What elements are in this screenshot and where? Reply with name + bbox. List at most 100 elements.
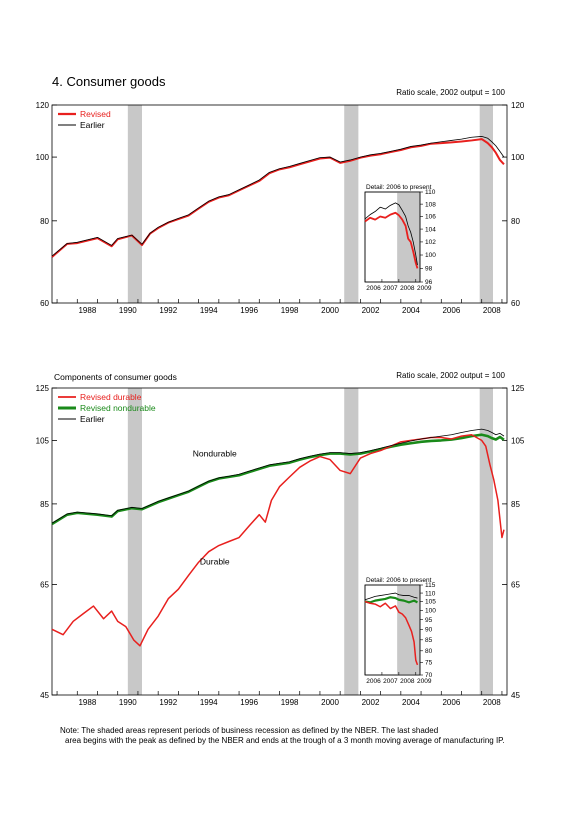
y-tick-label-right: 100	[511, 153, 525, 162]
plot-frame	[51, 387, 508, 696]
legend-label: Revised durable	[80, 392, 142, 402]
recession-band	[344, 388, 359, 695]
x-tick-label: 2006	[442, 698, 460, 707]
inset-series-line-revised-durable	[364, 600, 419, 666]
inset-y-tick-label: 85	[425, 637, 433, 644]
inset-series-line-revised	[364, 211, 419, 269]
recession-band	[344, 105, 359, 303]
inset-x-tick-label: 2006	[366, 678, 381, 685]
inset-chart: Detail: 2006 to present 70 75 80 85 90 95 100 10…	[364, 577, 436, 685]
legend-label: Revised	[80, 109, 111, 119]
x-tick-label: 1998	[281, 698, 299, 707]
inset-series-line-revised-nondurable	[364, 596, 418, 604]
y-tick-label-right: 65	[511, 581, 520, 590]
x-tick-label: 2004	[402, 698, 420, 707]
series-line-revised-durable	[51, 433, 505, 647]
y-tick-label-left: 45	[40, 691, 49, 700]
chart-subtitle: Ratio scale, 2002 output = 100	[396, 88, 505, 97]
y-tick-label-right: 85	[511, 500, 520, 509]
x-tick-label: 1988	[78, 306, 96, 315]
plot-frame	[51, 104, 508, 304]
x-tick-label: 2008	[483, 698, 501, 707]
inset-y-tick-label: 104	[425, 226, 436, 233]
inset-x-tick-label: 2008	[400, 678, 415, 685]
chart-1: 4. Consumer goods Ratio scale, 2002 outpu…	[36, 74, 525, 315]
x-tick-label: 2000	[321, 306, 339, 315]
legend-label: Earlier	[80, 414, 105, 424]
series-line-revised	[51, 138, 505, 258]
inset-y-tick-label: 108	[425, 201, 436, 208]
inset-y-tick-label: 70	[425, 672, 433, 679]
series-line-earlier	[51, 136, 505, 257]
x-tick-label: 2006	[442, 306, 460, 315]
x-tick-label: 1990	[119, 306, 137, 315]
inset-y-tick-label: 98	[425, 266, 433, 273]
inset-x-tick-label: 2007	[383, 678, 398, 685]
y-tick-label-left: 60	[40, 299, 49, 308]
y-tick-label-left: 120	[36, 101, 50, 110]
x-tick-label: 2008	[483, 306, 501, 315]
y-tick-label-right: 45	[511, 691, 520, 700]
recession-band	[479, 105, 493, 303]
inset-y-tick-label: 95	[425, 617, 433, 624]
inset-x-tick-label: 2006	[366, 285, 381, 292]
inset-series-line-earlier	[364, 592, 418, 601]
footnote-line-2: area begins with the peak as defined by …	[65, 736, 505, 745]
x-tick-label: 1994	[200, 698, 218, 707]
y-tick-label-left: 100	[36, 153, 50, 162]
legend-label: Revised nondurable	[80, 403, 156, 413]
inset-y-tick-label: 100	[425, 252, 436, 259]
x-tick-label: 1988	[78, 698, 96, 707]
inset-x-tick-label: 2008	[400, 285, 415, 292]
chart-subtitle: Ratio scale, 2002 output = 100	[396, 371, 505, 380]
x-tick-label: 2004	[402, 306, 420, 315]
y-tick-label-right: 80	[511, 217, 520, 226]
inset-title: Detail: 2006 to present	[366, 577, 432, 584]
annotation-label: Nondurable	[193, 449, 237, 459]
x-tick-label: 2002	[362, 306, 380, 315]
y-tick-label-left: 80	[40, 217, 49, 226]
annotation-label: Durable	[200, 556, 230, 566]
inset-y-tick-label: 105	[425, 599, 436, 606]
y-tick-label-right: 125	[511, 384, 525, 393]
chart-title: 4. Consumer goods	[52, 74, 166, 89]
chart-2: Components of consumer goods Ratio scale,…	[36, 371, 525, 707]
inset-y-tick-label: 96	[425, 279, 433, 286]
inset-y-tick-label: 90	[425, 627, 433, 634]
inset-border	[364, 584, 421, 676]
series-line-revised-nondurable	[51, 433, 505, 526]
inset-title: Detail: 2006 to present	[366, 184, 432, 191]
inset-x-tick-label: 2009	[417, 285, 432, 292]
inset-recession-band	[397, 585, 420, 675]
inset-y-tick-label: 110	[425, 189, 436, 196]
x-tick-label: 1994	[200, 306, 218, 315]
inset-y-tick-label: 75	[425, 660, 433, 667]
x-tick-label: 1990	[119, 698, 137, 707]
series-line-earlier	[51, 428, 505, 524]
inset-y-tick-label: 80	[425, 648, 433, 655]
recession-band	[127, 105, 142, 303]
inset-y-tick-label: 106	[425, 214, 436, 221]
y-tick-label-left: 65	[40, 581, 49, 590]
inset-y-tick-label: 115	[425, 582, 436, 589]
y-tick-label-right: 120	[511, 101, 525, 110]
x-tick-label: 1992	[159, 306, 177, 315]
x-tick-label: 1996	[240, 698, 258, 707]
footnote-line-1: Note: The shaded areas represent periods…	[60, 726, 439, 735]
inset-series-line-earlier	[364, 202, 418, 266]
legend-label: Earlier	[80, 120, 105, 130]
footnote: Note: The shaded areas represent periods…	[60, 726, 580, 746]
inset-border	[364, 191, 421, 283]
x-tick-label: 1998	[281, 306, 299, 315]
inset-x-tick-label: 2009	[417, 678, 432, 685]
inset-y-tick-label: 102	[425, 239, 436, 246]
inset-chart: Detail: 2006 to present 96 98 100 102 104 106 1…	[364, 184, 436, 292]
y-tick-label-left: 105	[36, 436, 50, 445]
x-tick-label: 2002	[362, 698, 380, 707]
recession-band	[127, 388, 142, 695]
y-tick-label-left: 85	[40, 500, 49, 509]
inset-y-tick-label: 110	[425, 590, 436, 597]
x-tick-label: 2000	[321, 698, 339, 707]
